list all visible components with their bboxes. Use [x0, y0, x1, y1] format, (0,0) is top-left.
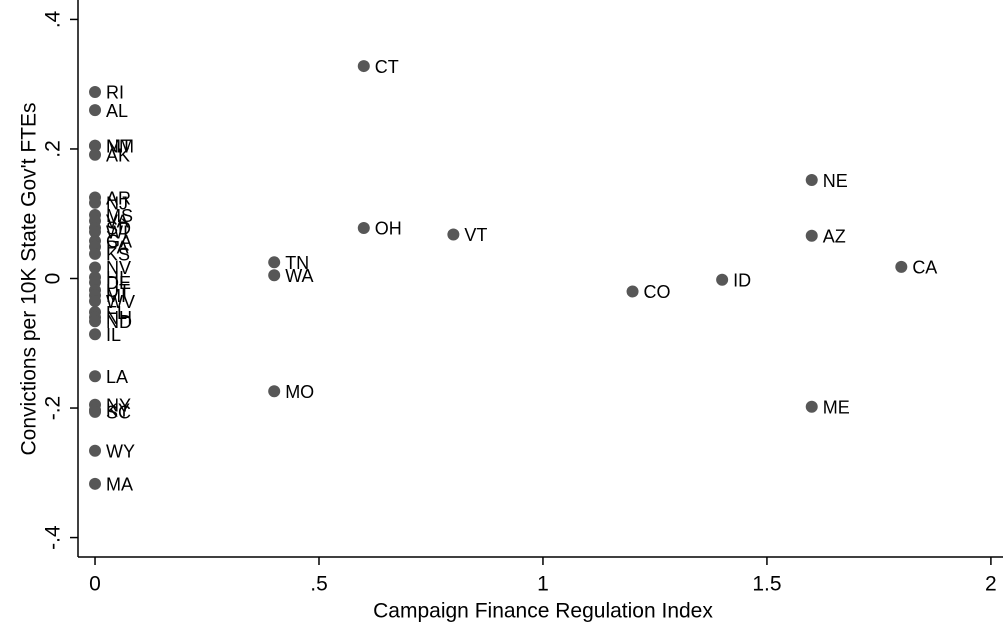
point-label: NJ [106, 193, 128, 213]
x-tick-label: 2 [985, 573, 997, 596]
point [89, 85, 102, 98]
point-label: MT [106, 136, 132, 156]
point [89, 104, 102, 117]
point-label: WV [106, 292, 135, 312]
point-label: WI [106, 223, 128, 243]
x-tick-label: 0 [89, 573, 101, 596]
point-label: OH [375, 219, 402, 239]
x-tick-label: 1 [537, 573, 549, 596]
point-label: VT [464, 225, 487, 245]
point-label: AK [106, 146, 130, 166]
point [357, 60, 370, 73]
point [89, 196, 102, 209]
point [268, 385, 281, 398]
point-label: AR [106, 188, 131, 208]
x-tick-label: .5 [310, 573, 328, 596]
point-label: WA [285, 266, 313, 286]
point-label: CA [912, 258, 937, 278]
point-label: SD [106, 219, 131, 239]
y-tick-label: -.2 [42, 396, 65, 421]
point [89, 295, 102, 308]
point [89, 444, 102, 457]
point-label: PA [106, 238, 129, 258]
point-label: WY [106, 442, 135, 462]
point-label: DE [106, 273, 131, 293]
x-tick-label: 1.5 [752, 573, 781, 596]
point-label: CO [644, 282, 671, 302]
point-label: TN [285, 253, 309, 273]
point-label: HI [106, 268, 124, 288]
y-tick-label: -.4 [42, 525, 65, 550]
point [89, 328, 102, 341]
point-label: FL [106, 303, 127, 323]
point [626, 285, 639, 298]
point-label: CT [375, 57, 399, 77]
point-label: ND [106, 312, 132, 332]
point [268, 269, 281, 282]
point [447, 228, 460, 241]
point-label: AZ [823, 227, 846, 247]
point-label: NE [823, 171, 848, 191]
point [89, 370, 102, 383]
y-tick-label: .4 [42, 10, 65, 28]
point-label: ME [823, 397, 850, 417]
point [805, 400, 818, 413]
point-label: VA [106, 212, 129, 232]
point [89, 148, 102, 161]
point-label: AL [106, 101, 128, 121]
point-label: RI [106, 83, 124, 103]
point [805, 229, 818, 242]
point-label: MO [285, 382, 314, 402]
point-label: SC [106, 403, 131, 423]
point-label: UT [106, 281, 130, 301]
point-label: IL [106, 325, 121, 345]
y-tick-label: 0 [42, 273, 65, 285]
point [89, 225, 102, 238]
point [89, 139, 102, 152]
point [805, 174, 818, 187]
point-label: ID [733, 271, 751, 291]
point [89, 405, 102, 418]
point [89, 315, 102, 328]
point-label: GA [106, 232, 132, 252]
point-label: KY [106, 401, 130, 421]
point-label: NH [106, 308, 132, 328]
point-label: MS [106, 206, 133, 226]
y-tick-label: .2 [42, 140, 65, 158]
point [357, 221, 370, 234]
point-label: LA [106, 367, 128, 387]
point [89, 261, 102, 274]
point-label: MI [106, 286, 126, 306]
point [89, 477, 102, 490]
point-label: MA [106, 475, 133, 495]
y-axis-title: Convictions per 10K State Gov't FTEs [18, 103, 41, 456]
point-label: NY [106, 396, 131, 416]
point [895, 260, 908, 273]
point [716, 273, 729, 286]
x-axis-title: Campaign Finance Regulation Index [373, 600, 713, 623]
point [89, 247, 102, 260]
point-label: KS [106, 245, 130, 265]
point [268, 256, 281, 269]
point-label: NV [106, 258, 131, 278]
point-label: NM [106, 136, 134, 156]
